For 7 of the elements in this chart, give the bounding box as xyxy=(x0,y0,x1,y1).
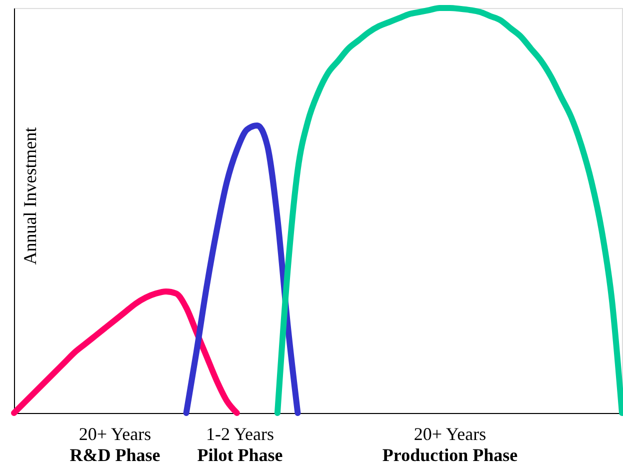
text: 20+ Years xyxy=(414,424,486,444)
text: 1-2 Years xyxy=(206,424,274,444)
text: Pilot Phase xyxy=(197,445,283,465)
y-axis-title: Annual Investment xyxy=(20,127,40,265)
text: Production Phase xyxy=(382,445,518,465)
text: 20+ Years xyxy=(78,424,152,444)
text: R&D Phase xyxy=(70,445,160,465)
